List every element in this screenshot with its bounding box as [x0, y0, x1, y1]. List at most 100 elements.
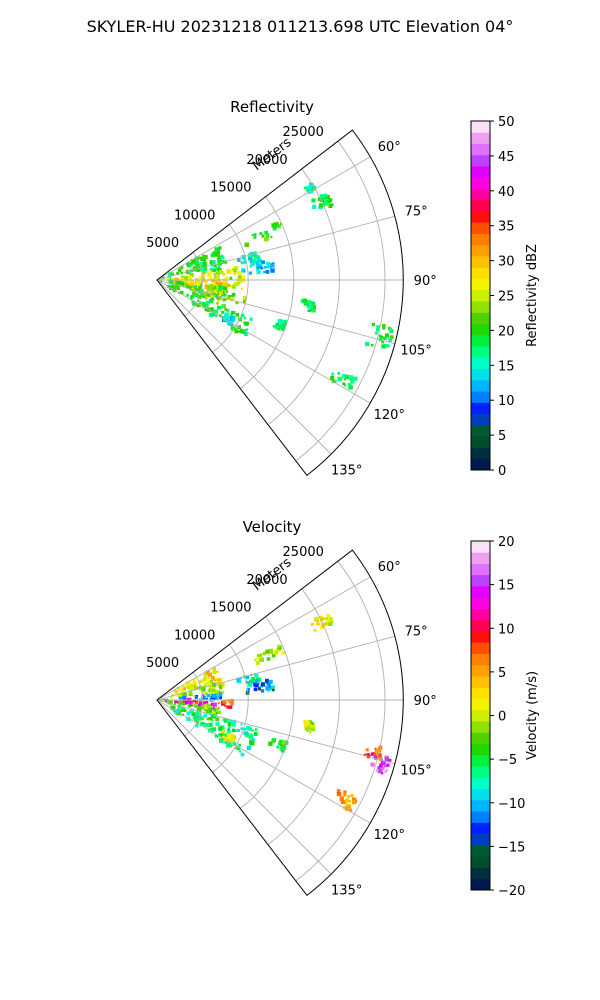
- radar-echo-cell: [300, 299, 304, 303]
- radar-echo-cell: [260, 682, 266, 687]
- radar-echo-cell: [276, 745, 279, 749]
- radar-echo-cell: [303, 186, 307, 190]
- radar-echo-cell: [192, 301, 197, 306]
- radar-echo-cell: [239, 280, 242, 284]
- radar-echo-cell: [262, 651, 267, 656]
- radar-echo-cell: [260, 266, 264, 270]
- radar-echo-cell: [272, 262, 275, 265]
- radar-echo-cell: [388, 758, 392, 762]
- radar-echo-cell: [347, 795, 350, 798]
- radar-echo-cell: [370, 762, 375, 767]
- radar-echo-cell: [272, 654, 276, 658]
- radar-echo-cell: [246, 688, 250, 692]
- radar-echo-cell: [243, 261, 246, 264]
- radar-echo-cell: [277, 327, 281, 331]
- radar-echo-cell: [272, 738, 277, 743]
- radar-echo-cell: [225, 290, 229, 293]
- radar-echo-cell: [230, 698, 235, 703]
- radar-echo-cell: [194, 302, 199, 307]
- radar-echo-cell: [337, 376, 342, 381]
- colorbar-tick-label: 5: [498, 666, 506, 681]
- radar-echo-cell: [221, 311, 224, 314]
- radar-echo-cell: [256, 262, 259, 265]
- radar-echo-cell: [206, 304, 209, 307]
- colorbar-band: [471, 721, 490, 733]
- radar-echo-cell: [198, 686, 202, 690]
- radar-echo-cell: [222, 729, 226, 733]
- radar-echo-cell: [231, 310, 234, 314]
- radar-echo-cell: [194, 281, 197, 284]
- colorbar-band: [471, 312, 490, 325]
- radar-echo-cell: [231, 735, 235, 740]
- colorbar-tick-label: 50: [498, 115, 515, 130]
- radar-echo-cell: [182, 692, 187, 697]
- radar-echo-cell: [236, 728, 240, 732]
- radar-echo-cell: [188, 691, 193, 695]
- colorbar-band: [471, 368, 490, 381]
- radar-echo-cell: [260, 689, 265, 693]
- radar-echo-cell: [310, 721, 314, 725]
- radar-echo-cell: [338, 794, 341, 797]
- radar-echo-cell: [217, 267, 222, 272]
- colorbar-band: [471, 188, 490, 201]
- radar-echo-cell: [251, 738, 255, 742]
- radar-echo-cell: [204, 723, 209, 727]
- radar-echo-cell: [277, 646, 280, 649]
- radar-echo-cell: [218, 684, 222, 689]
- radar-echo-cell: [281, 651, 285, 655]
- radar-echo-cell: [197, 286, 202, 290]
- radar-echo-cell: [213, 264, 217, 268]
- radar-echo-cell: [174, 709, 179, 714]
- radar-echo-cell: [213, 272, 217, 276]
- radar-echo-cell: [270, 651, 274, 655]
- radar-echo-cell: [310, 725, 313, 728]
- colorbar-band: [471, 709, 490, 722]
- radar-echo-cell: [192, 680, 197, 685]
- colorbar-tick-label: 20: [498, 324, 515, 339]
- radar-echo-cell: [243, 270, 246, 273]
- radar-echo-cell: [229, 276, 233, 280]
- radar-echo-cell: [218, 692, 223, 697]
- radar-echo-cell: [236, 678, 242, 684]
- radar-echo-cell: [208, 299, 213, 303]
- radar-echo-cell: [206, 704, 212, 709]
- radar-echo-cell: [233, 327, 237, 331]
- azimuth-tick-label: 90°: [414, 694, 437, 709]
- radar-echo-cell: [249, 264, 253, 268]
- radar-echo-cell: [309, 727, 313, 731]
- radar-echo-cell: [197, 712, 202, 717]
- radar-echo-cell: [374, 747, 377, 750]
- radar-echo-cell: [328, 616, 333, 622]
- radar-echo-cell: [226, 735, 229, 738]
- radar-echo-cell: [212, 269, 215, 272]
- radar-echo-cell: [312, 204, 317, 209]
- radar-echo-cell: [325, 194, 330, 199]
- radar-echo-cell: [326, 199, 329, 202]
- radar-echo-cell: [326, 619, 329, 623]
- radar-echo-cell: [390, 335, 394, 339]
- radar-echo-cell: [219, 270, 222, 273]
- radar-echo-cell: [196, 715, 199, 718]
- radar-echo-cell: [175, 281, 179, 285]
- radar-echo-cell: [202, 254, 206, 259]
- radar-echo-cell: [249, 740, 254, 745]
- colorbar-band: [471, 346, 490, 358]
- radar-echo-cell: [350, 794, 354, 798]
- radar-echo-cell: [328, 623, 331, 626]
- radar-echo-cell: [189, 273, 194, 278]
- radar-echo-cell: [191, 712, 196, 717]
- radar-echo-cell: [336, 789, 341, 793]
- radar-echo-cell: [256, 661, 260, 665]
- radar-echo-cell: [217, 701, 220, 705]
- colorbar-band: [471, 788, 490, 801]
- radar-echo-cell: [377, 753, 382, 758]
- radar-echo-cell: [216, 290, 219, 293]
- radar-echo-cell: [268, 648, 273, 653]
- radar-echo-cell: [381, 323, 386, 328]
- colorbar-band: [471, 177, 490, 189]
- radar-echo-cell: [213, 708, 217, 712]
- radar-echo-cell: [282, 323, 286, 327]
- radar-echo-cell: [224, 312, 230, 317]
- colorbar-band: [471, 458, 490, 471]
- radar-echo-cell: [311, 724, 316, 729]
